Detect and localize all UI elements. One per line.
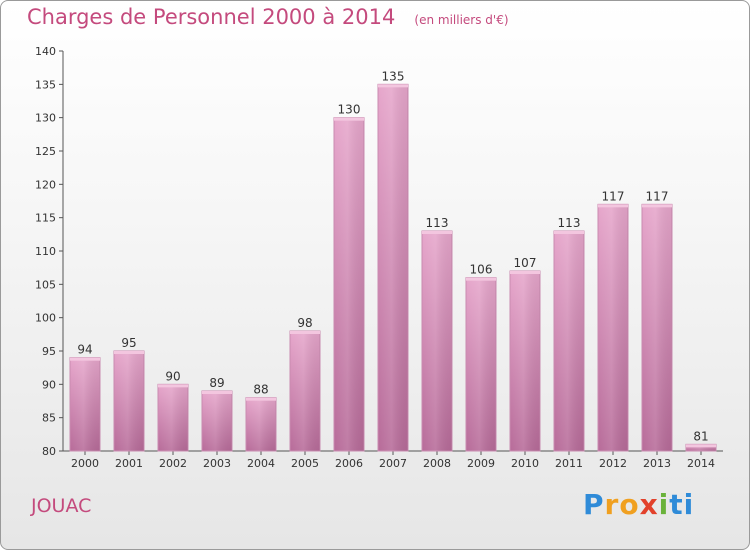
value-label: 106: [470, 263, 493, 277]
bar-shine-2014: [686, 444, 716, 451]
bar-top-2004: [246, 397, 276, 401]
bar-shine-2010: [510, 271, 540, 451]
bar-shine-2002: [158, 384, 188, 451]
x-tick-label: 2005: [291, 457, 319, 470]
x-tick-label: 2002: [159, 457, 187, 470]
y-tick-label: 115: [35, 212, 56, 225]
value-label: 113: [558, 216, 581, 230]
value-label: 98: [297, 316, 312, 330]
x-tick-label: 2007: [379, 457, 407, 470]
value-label: 90: [165, 369, 180, 383]
bar-top-2007: [378, 84, 408, 88]
bar-shine-2005: [290, 331, 320, 451]
axis-layer: 80 85 90 95 100 105 110 115 120 125 130 135 140: [35, 45, 723, 458]
bar-top-2009: [466, 277, 496, 281]
place-name: JOUAC: [31, 495, 92, 517]
x-tick-label: 2012: [599, 457, 627, 470]
value-label: 94: [77, 343, 92, 357]
logo-letter: P: [583, 488, 605, 521]
bar-top-2012: [598, 204, 628, 208]
y-tick-label: 95: [42, 345, 56, 358]
y-tick-label: 135: [35, 78, 56, 91]
bar-shine-2012: [598, 204, 628, 451]
bar-shine-2006: [334, 117, 364, 452]
logo-letter: o: [619, 488, 640, 521]
bar-top-2006: [334, 117, 364, 121]
chart-title: Charges de Personnel 2000 à 2014: [27, 5, 396, 29]
logo-letter: x: [639, 488, 659, 521]
value-label: 117: [602, 189, 625, 203]
value-label: 117: [646, 189, 669, 203]
bar-top-2003: [202, 391, 232, 394]
x-tick-label: 2009: [467, 457, 495, 470]
x-tick-label: 2013: [643, 457, 671, 470]
x-tick-label: 2004: [247, 457, 275, 470]
x-tick-label: 2010: [511, 457, 539, 470]
y-tick-label: 125: [35, 145, 56, 158]
chart-subtitle: (en milliers d'€): [414, 13, 509, 27]
proxiti-logo: Proxiti: [583, 488, 694, 521]
value-label: 81: [693, 429, 708, 443]
x-tick-label: 2006: [335, 457, 363, 470]
bar-shine-2009: [466, 277, 496, 451]
value-label: 135: [382, 69, 405, 83]
x-tick-label: 2011: [555, 457, 583, 470]
y-tick-label: 90: [42, 378, 56, 391]
bar-shine-2008: [422, 231, 452, 451]
logo-letter: t: [669, 488, 684, 521]
bar-shine-2001: [114, 351, 144, 451]
y-tick-label: 80: [42, 445, 56, 458]
y-tick-label: 100: [35, 312, 56, 325]
bar-top-2005: [290, 331, 320, 334]
y-tick-label: 120: [35, 178, 56, 191]
bar-top-2001: [114, 351, 144, 354]
logo-letter: i: [683, 488, 695, 521]
x-tick-label: 2000: [71, 457, 99, 470]
logo-letter: r: [604, 488, 620, 521]
value-label: 107: [514, 256, 537, 270]
value-label: 88: [253, 383, 268, 397]
bar-top-2014: [686, 444, 716, 448]
bar-top-2002: [158, 384, 188, 388]
bar-top-2000: [70, 357, 100, 361]
logo-letter: i: [658, 488, 670, 521]
bar-top-2008: [422, 231, 452, 234]
x-tick-label: 2014: [687, 457, 715, 470]
value-label: 95: [121, 336, 136, 350]
value-label: 113: [426, 216, 449, 230]
value-label: 130: [338, 103, 361, 117]
y-tick-label: 110: [35, 245, 56, 258]
bar-shine-2011: [554, 231, 584, 451]
x-tick-label: 2003: [203, 457, 231, 470]
bar-top-2013: [642, 204, 672, 208]
bar-shine-2003: [202, 391, 232, 451]
x-tick-label: 2008: [423, 457, 451, 470]
bar-shine-2007: [378, 84, 408, 451]
y-tick-label: 130: [35, 112, 56, 125]
bar-layer: [69, 83, 717, 452]
y-tick-label: 85: [42, 412, 56, 425]
bar-shine-2004: [246, 397, 276, 451]
bar-shine-2013: [642, 204, 672, 451]
bar-shine-2000: [70, 357, 100, 451]
value-label: 89: [209, 376, 224, 390]
y-tick-label: 105: [35, 278, 56, 291]
bar-top-2011: [554, 231, 584, 234]
label-layer: 2000 94 2001 95 2002 90 2003 89 2004 88 2005 98 2006…: [71, 69, 715, 470]
bar-top-2010: [510, 271, 540, 274]
x-tick-label: 2001: [115, 457, 143, 470]
y-tick-label: 140: [35, 45, 56, 58]
chart-title-row: Charges de Personnel 2000 à 2014 (en mil…: [27, 5, 509, 29]
